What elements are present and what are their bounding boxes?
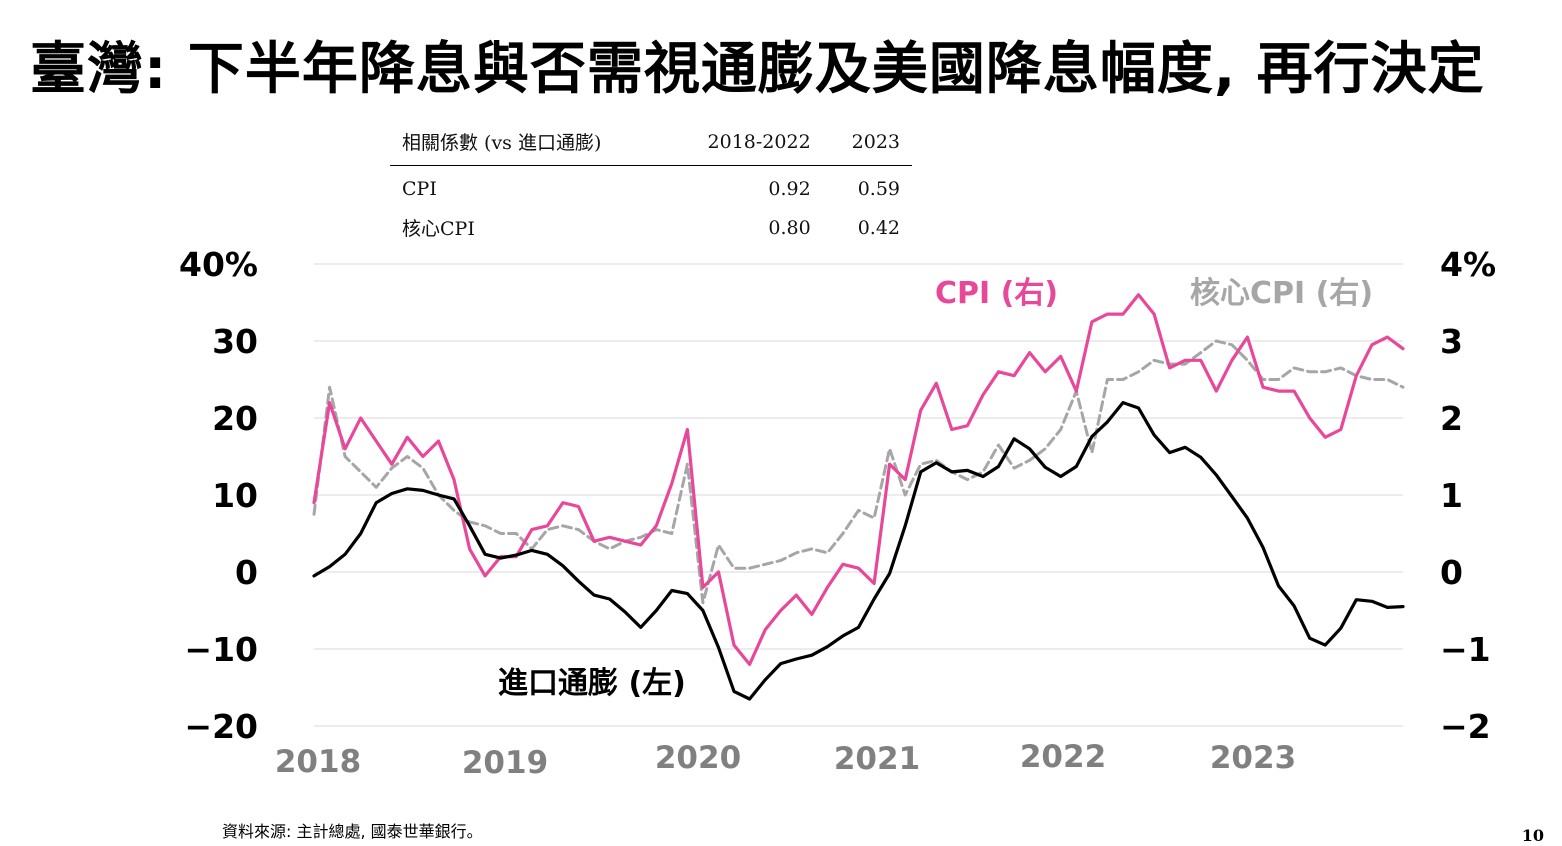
header-period-2018-2022: 2018-2022 — [665, 122, 823, 166]
left-axis-tick: 30 — [212, 322, 258, 361]
right-axis-tick: −2 — [1440, 707, 1491, 746]
left-axis: 40% 30 20 10 0 −10 −20 — [179, 245, 258, 746]
gridlines — [314, 263, 1403, 727]
x-axis-year-label: 2018 — [275, 744, 361, 780]
row-value: 0.59 — [857, 178, 900, 200]
x-axis-year-label: 2022 — [1020, 739, 1106, 775]
right-axis-tick: −1 — [1440, 630, 1491, 669]
left-axis-tick: −20 — [184, 707, 258, 746]
left-axis-tick: 10 — [212, 476, 258, 515]
table-row: 核心CPI 0.80 0.42 — [390, 206, 912, 247]
row-label: CPI — [402, 178, 437, 200]
cpi-series-label: CPI (右) — [935, 276, 1058, 311]
series-lines — [312, 293, 1405, 701]
page-number: 10 — [1521, 826, 1544, 845]
x-axis: 2018 2019 2020 2021 2022 2023 — [275, 739, 1296, 781]
page-title: 臺灣: 下半年降息與否需視通膨及美國降息幅度, 再行決定 — [30, 37, 1485, 102]
core-cpi-line — [312, 339, 1405, 605]
row-value: 0.80 — [768, 216, 811, 239]
right-axis-tick: 3 — [1440, 322, 1463, 361]
right-axis-tick: 2 — [1440, 399, 1463, 438]
table-row: CPI 0.92 0.59 — [390, 166, 912, 207]
x-axis-year-label: 2023 — [1210, 740, 1296, 776]
left-axis-tick: 40% — [179, 245, 258, 284]
header-period-2023: 2023 — [822, 122, 912, 166]
right-axis-tick: 0 — [1440, 553, 1463, 592]
x-axis-year-label: 2020 — [655, 740, 741, 776]
left-axis-tick: 0 — [235, 553, 258, 592]
row-value: 0.92 — [768, 178, 811, 200]
core-cpi-series-label: 核心CPI (右) — [1190, 276, 1373, 311]
right-axis-tick: 1 — [1440, 476, 1463, 515]
left-axis-tick: 20 — [212, 399, 258, 438]
cpi-line — [312, 293, 1405, 667]
import-inflation-series-label: 進口通膨 (左) — [498, 666, 686, 701]
source-note: 資料來源: 主計總處, 國泰世華銀行。 — [222, 822, 483, 841]
row-value: 0.42 — [857, 216, 900, 239]
left-axis-tick: −10 — [184, 630, 258, 669]
correlation-table-header: 相關係數 (vs 進口通膨) 2018-2022 2023 — [390, 122, 912, 166]
import-inflation-line — [312, 401, 1405, 701]
row-label: 核心CPI — [402, 218, 475, 240]
right-axis-tick: 4% — [1440, 245, 1496, 284]
right-axis: 4% 3 2 1 0 −1 −2 — [1440, 245, 1496, 746]
x-axis-year-label: 2021 — [834, 741, 920, 777]
x-axis-year-label: 2019 — [462, 745, 548, 781]
header-metric: 相關係數 (vs 進口通膨) — [390, 122, 666, 166]
correlation-table: 相關係數 (vs 進口通膨) 2018-2022 2023 CPI 0.92 0… — [390, 122, 912, 247]
